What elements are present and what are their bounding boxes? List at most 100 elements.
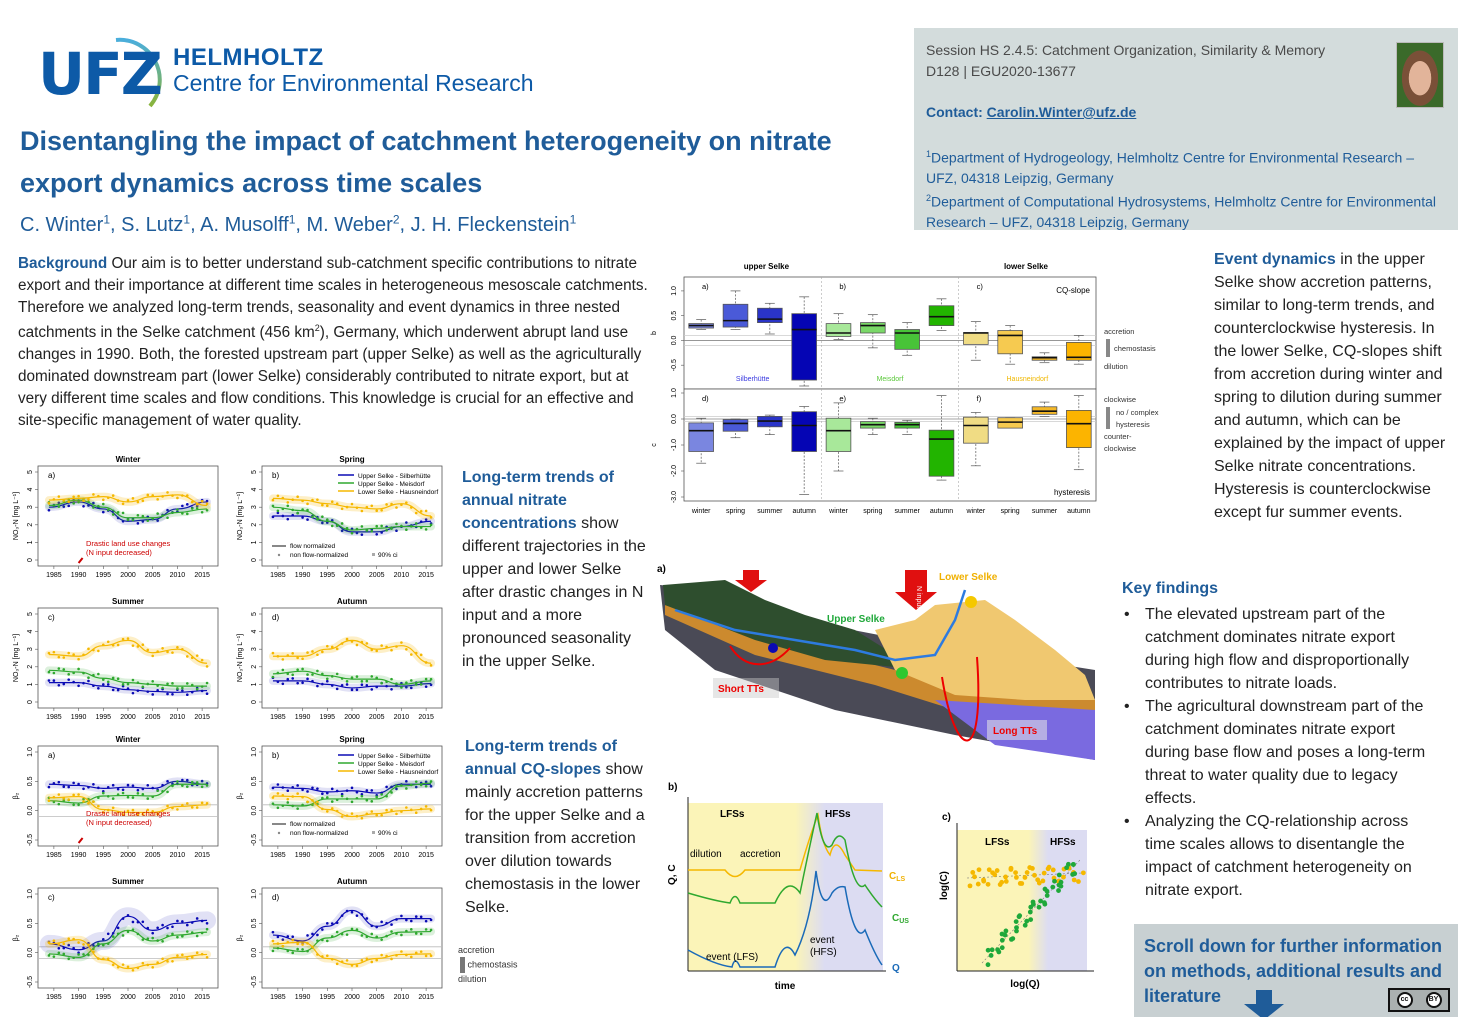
svg-text:c): c) (48, 893, 55, 902)
svg-text:1985: 1985 (270, 994, 286, 1001)
svg-text:Q: Q (892, 963, 900, 974)
svg-text:accretion: accretion (1104, 327, 1134, 336)
svg-text:0.5: 0.5 (27, 776, 34, 786)
key-findings-list: The elevated upstream part of the catchm… (1122, 603, 1442, 902)
svg-text:1985: 1985 (46, 994, 62, 1001)
svg-text:LFSs: LFSs (720, 809, 745, 820)
svg-text:c): c) (942, 812, 951, 823)
svg-text:5: 5 (251, 470, 258, 474)
svg-text:β₂: β₂ (237, 792, 244, 799)
catchment-map-figure: a) N input Lower Selke Upper Selke Short TTs… (657, 564, 1095, 760)
cc-by-license-badge[interactable]: cc BY (1388, 988, 1450, 1012)
svg-text:autumn: autumn (792, 508, 815, 515)
svg-text:log(Q): log(Q) (1010, 979, 1039, 990)
svg-text:(HFS): (HFS) (810, 947, 837, 958)
svg-text:summer: summer (895, 508, 921, 515)
cc-icon: cc (1396, 992, 1413, 1008)
svg-text:2: 2 (27, 523, 34, 527)
svg-text:1995: 1995 (96, 572, 112, 579)
svg-text:e): e) (839, 394, 846, 403)
svg-text:2010: 2010 (170, 994, 186, 1001)
svg-text:2010: 2010 (170, 572, 186, 579)
double-arrow-icon (460, 957, 465, 973)
svg-text:1.0: 1.0 (671, 286, 678, 296)
svg-text:2000: 2000 (344, 852, 360, 859)
svg-text:1: 1 (251, 682, 258, 686)
svg-text:event: event (810, 935, 835, 946)
key-finding-item: Analyzing the CQ-relationship across tim… (1122, 810, 1442, 902)
svg-text:2010: 2010 (394, 572, 410, 579)
svg-text:-1.0: -1.0 (671, 439, 678, 451)
event-dynamics-section: Event dynamics in the upper Selke show a… (1214, 251, 1446, 521)
svg-text:Summer: Summer (112, 877, 144, 886)
contact-email-link[interactable]: Carolin.Winter@ufz.de (986, 104, 1137, 120)
key-finding-item: The elevated upstream part of the catchm… (1122, 603, 1442, 695)
svg-text:CUS: CUS (892, 913, 909, 925)
svg-text:5: 5 (251, 612, 258, 616)
svg-text:c): c) (977, 282, 984, 291)
cq-caption: Long-term trends of annual CQ-slopes sho… (465, 738, 645, 916)
svg-text:-0.5: -0.5 (671, 359, 678, 371)
svg-text:4: 4 (27, 630, 34, 634)
svg-text:2010: 2010 (394, 994, 410, 1001)
svg-text:90% ci: 90% ci (378, 552, 398, 559)
svg-text:2: 2 (251, 523, 258, 527)
affiliation-1: 1Department of Hydrogeology, Helmholtz C… (926, 148, 1414, 186)
svg-text:2005: 2005 (145, 714, 161, 721)
svg-text:2005: 2005 (369, 994, 385, 1001)
svg-text:2000: 2000 (120, 852, 136, 859)
svg-text:2005: 2005 (145, 852, 161, 859)
svg-text:2015: 2015 (194, 994, 210, 1001)
contact-label: Contact: (926, 104, 983, 120)
svg-text:β₂: β₂ (13, 792, 20, 799)
svg-text:d): d) (702, 394, 709, 403)
svg-text:2010: 2010 (394, 852, 410, 859)
svg-text:2015: 2015 (194, 572, 210, 579)
svg-text:NO₃-N [mg L⁻¹]: NO₃-N [mg L⁻¹] (13, 492, 20, 540)
svg-text:1990: 1990 (295, 994, 311, 1001)
svg-text:Silberhütte: Silberhütte (736, 376, 770, 383)
svg-text:Drastic land use changes: Drastic land use changes (86, 539, 170, 548)
svg-text:clockwise: clockwise (1104, 395, 1136, 404)
svg-text:2: 2 (251, 665, 258, 669)
event-boxplot-chart: upper Selke lower Selke -0.5 0.0 0.5 1.0 b a) b)… (651, 262, 1159, 515)
svg-text:lower Selke: lower Selke (1004, 262, 1049, 271)
svg-text:accretion: accretion (740, 849, 781, 860)
svg-text:2005: 2005 (145, 572, 161, 579)
svg-text:β₂: β₂ (13, 934, 20, 941)
svg-text:0.0: 0.0 (27, 806, 34, 816)
svg-text:Upper Selke - Silberhütte: Upper Selke - Silberhütte (358, 473, 431, 480)
svg-text:2005: 2005 (145, 994, 161, 1001)
svg-text:5: 5 (27, 612, 34, 616)
svg-text:β₂: β₂ (237, 934, 244, 941)
cq-slope-trend-charts: Winter -0.5 0.0 0.5 1.0 1985 1990 1995 2000 2005 2… (13, 735, 443, 1001)
svg-text:3: 3 (251, 647, 258, 651)
svg-text:HFSs: HFSs (1050, 837, 1076, 848)
scroll-down-note[interactable]: Scroll down for further information on m… (1134, 924, 1458, 1017)
svg-text:1995: 1995 (320, 714, 336, 721)
svg-text:Upper Selke - Silberhütte: Upper Selke - Silberhütte (358, 753, 431, 760)
nitrate-caption: Long-term trends of annual nitrate conce… (462, 469, 646, 670)
session-name: Session HS 2.4.5: Catchment Organization… (926, 42, 1326, 58)
svg-text:Drastic land use changes: Drastic land use changes (86, 809, 170, 818)
key-findings-heading: Key findings (1122, 580, 1219, 597)
svg-text:NO₃-N [mg L⁻¹]: NO₃-N [mg L⁻¹] (13, 634, 20, 682)
svg-text:Hausneindorf: Hausneindorf (1007, 376, 1049, 383)
svg-text:4: 4 (251, 488, 258, 492)
svg-text:autumn: autumn (930, 508, 953, 515)
svg-text:-0.5: -0.5 (27, 976, 34, 988)
svg-text:1: 1 (251, 540, 258, 544)
svg-text:Upper Selke: Upper Selke (827, 614, 885, 625)
logo-ufz-text: UFZ (38, 40, 163, 108)
author-name: S. Lutz1 (121, 212, 191, 236)
background-heading: Background (18, 255, 108, 272)
svg-text:1985: 1985 (270, 714, 286, 721)
svg-text:1985: 1985 (270, 852, 286, 859)
trend-panel-autumn: Autumn -0.5 0.0 0.5 1.0 1985 1990 1995 2000 2005 2… (237, 877, 443, 1001)
svg-text:0: 0 (251, 558, 258, 562)
svg-text:2015: 2015 (194, 852, 210, 859)
svg-text:1990: 1990 (71, 994, 87, 1001)
svg-text:3: 3 (27, 505, 34, 509)
svg-text:Upper Selke - Meisdorf: Upper Selke - Meisdorf (358, 481, 425, 488)
trend-panel-autumn: Autumn 0 1 2 3 4 5 1985 1990 1995 2000 2005 2010 2015… (237, 597, 443, 721)
